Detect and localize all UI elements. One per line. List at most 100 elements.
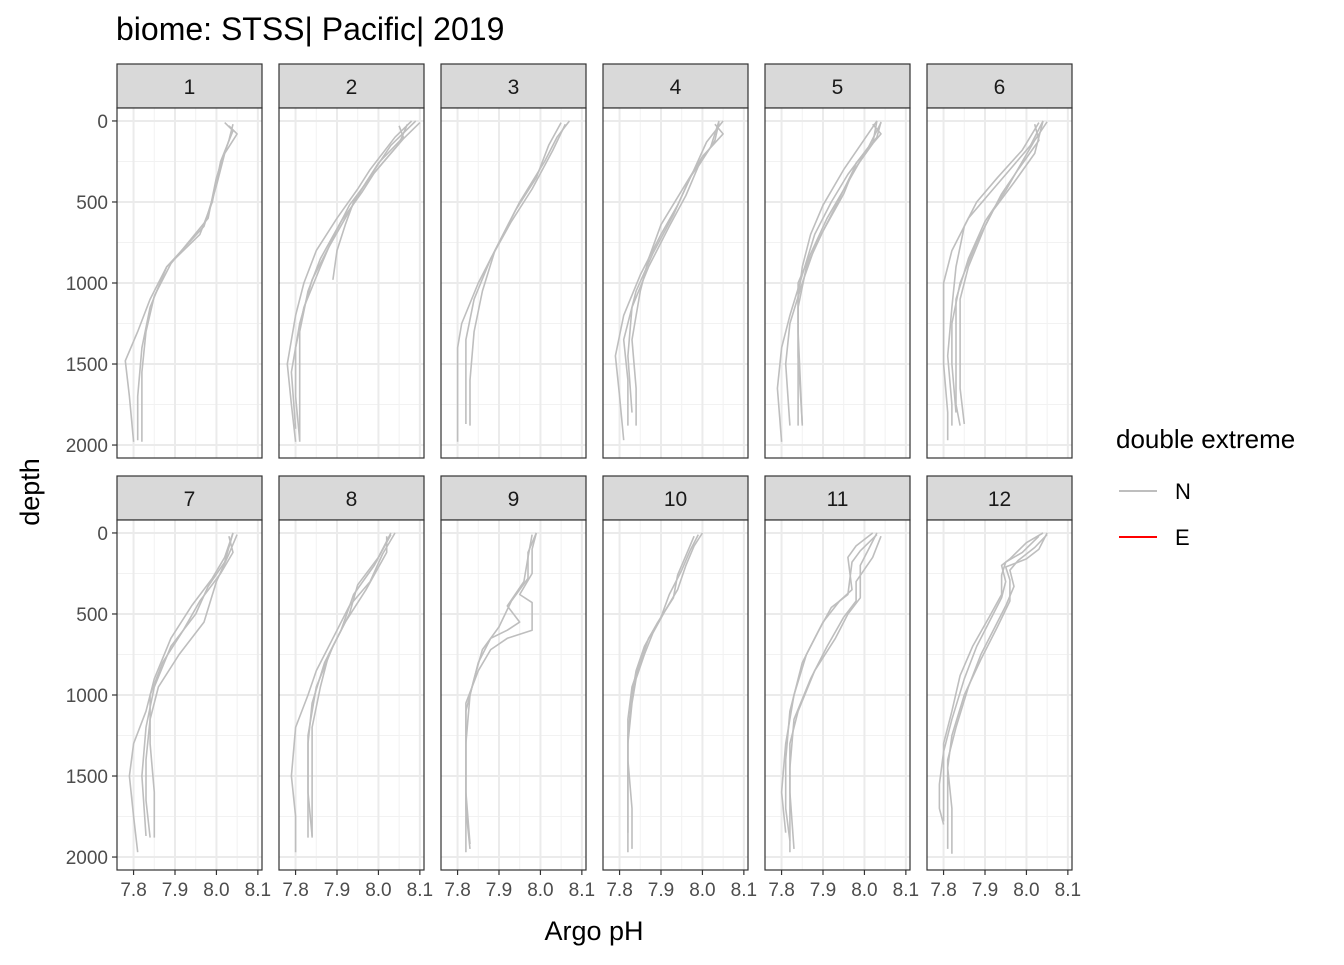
x-tick-label: 7.8 [444, 880, 470, 901]
x-tick-label: 7.9 [486, 880, 512, 901]
facet-strip [764, 63, 911, 109]
facet-panel: 5 [764, 63, 911, 459]
series-line [784, 534, 878, 841]
y-axis-title: depth [15, 458, 45, 526]
legend: double extreme N E [1116, 424, 1295, 550]
series-line [290, 125, 405, 429]
facet-strip-label: 7 [184, 488, 196, 511]
facet-panel: 2 [278, 63, 425, 459]
y-tick-label: 1500 [66, 767, 108, 788]
y-tick-label: 0 [97, 112, 108, 133]
facet-strip-label: 4 [670, 76, 682, 99]
facet-panel: 1 0 500 1000 1500 2000 [66, 63, 263, 459]
x-tick-label: 7.8 [768, 880, 794, 901]
series-line [128, 532, 234, 853]
x-tick-label: 7.9 [810, 880, 836, 901]
series-line [631, 123, 724, 426]
facet-strip-label: 10 [664, 488, 687, 511]
y-tick-label: 500 [76, 605, 108, 626]
x-tick-label: 7.8 [282, 880, 308, 901]
panel-border [278, 107, 425, 459]
facet-panel: 4 [602, 63, 749, 459]
facet-strip-label: 1 [184, 76, 196, 99]
facet-strip-label: 2 [346, 76, 358, 99]
facet-strip [764, 475, 911, 521]
series-line [942, 535, 1040, 822]
series-line [627, 535, 695, 833]
legend-label-e: E [1175, 525, 1190, 550]
facet-strip-label: 9 [508, 488, 520, 511]
facet-panel: 3 [440, 63, 587, 459]
x-tick-label: 8.1 [569, 880, 595, 901]
facet-panel: 9 7.8 7.9 8.0 8.1 [440, 475, 595, 901]
facet-strip-label: 12 [988, 488, 1011, 511]
panel-border [926, 107, 1073, 459]
series-line [946, 122, 1040, 426]
y-tick-label: 1000 [66, 274, 108, 295]
series-line [622, 120, 720, 426]
series-line [797, 121, 882, 425]
series-line [136, 122, 234, 441]
facet-strip [278, 475, 425, 521]
panel-border [440, 519, 587, 871]
y-tick-label: 2000 [66, 436, 108, 457]
series-line [149, 536, 234, 838]
facet-panel: 10 7.8 7.9 8.0 8.1 [602, 475, 757, 901]
chart-title: biome: STSS| Pacific| 2019 [116, 11, 504, 47]
x-tick-label: 8.1 [407, 880, 433, 901]
facet-panel: 12 7.8 7.9 8.0 8.1 [926, 475, 1081, 901]
x-tick-label: 7.8 [606, 880, 632, 901]
facet-strip-label: 11 [827, 488, 849, 511]
series-line [465, 534, 533, 845]
series-line [946, 532, 1048, 854]
y-tick-label: 1000 [66, 686, 108, 707]
series-line [959, 123, 1040, 425]
x-axis-title: Argo pH [544, 916, 643, 946]
panel-border [440, 107, 587, 459]
facet-panel: 7 0 500 1000 1500 2000 7.8 7.9 8.0 8.1 [66, 475, 271, 901]
x-tick-label: 7.8 [120, 880, 146, 901]
legend-title: double extreme [1116, 424, 1295, 454]
series-line [946, 534, 1048, 849]
facet-strip-label: 8 [346, 488, 358, 511]
series-line [311, 536, 388, 838]
x-tick-label: 8.1 [245, 880, 271, 901]
x-tick-label: 8.0 [203, 880, 229, 901]
x-tick-label: 8.0 [851, 880, 877, 901]
facet-panel: 6 [926, 63, 1073, 459]
panel-border [764, 519, 911, 871]
x-tick-label: 8.0 [689, 880, 715, 901]
facet-panel: 11 7.8 7.9 8.0 8.1 [764, 475, 919, 901]
facet-strip [602, 475, 749, 521]
series-line [465, 123, 567, 424]
panel-border [278, 519, 425, 871]
series-line [290, 532, 396, 853]
y-tick-label: 0 [97, 524, 108, 545]
y-tick-label: 500 [76, 193, 108, 214]
facet-strip [926, 63, 1073, 109]
panel-border [926, 519, 1073, 871]
x-tick-label: 8.0 [527, 880, 553, 901]
legend-label-n: N [1175, 479, 1191, 504]
series-line [955, 121, 1048, 426]
series-line [307, 532, 392, 838]
x-tick-label: 7.9 [162, 880, 188, 901]
series-line [789, 535, 882, 853]
x-tick-label: 8.1 [731, 880, 757, 901]
facet-panel: 8 7.8 7.9 8.0 8.1 [278, 475, 433, 901]
facet-strip [116, 475, 263, 521]
facet-strip-label: 3 [508, 76, 520, 99]
facet-strip [116, 63, 263, 109]
series-line [145, 534, 238, 838]
x-tick-label: 8.1 [1055, 880, 1081, 901]
facet-strip-label: 6 [994, 76, 1006, 99]
series-line [951, 120, 1044, 413]
x-tick-label: 8.0 [1013, 880, 1039, 901]
x-tick-label: 8.1 [893, 880, 919, 901]
facet-strip-label: 5 [832, 76, 844, 99]
x-tick-label: 7.9 [324, 880, 350, 901]
y-tick-label: 1500 [66, 355, 108, 376]
